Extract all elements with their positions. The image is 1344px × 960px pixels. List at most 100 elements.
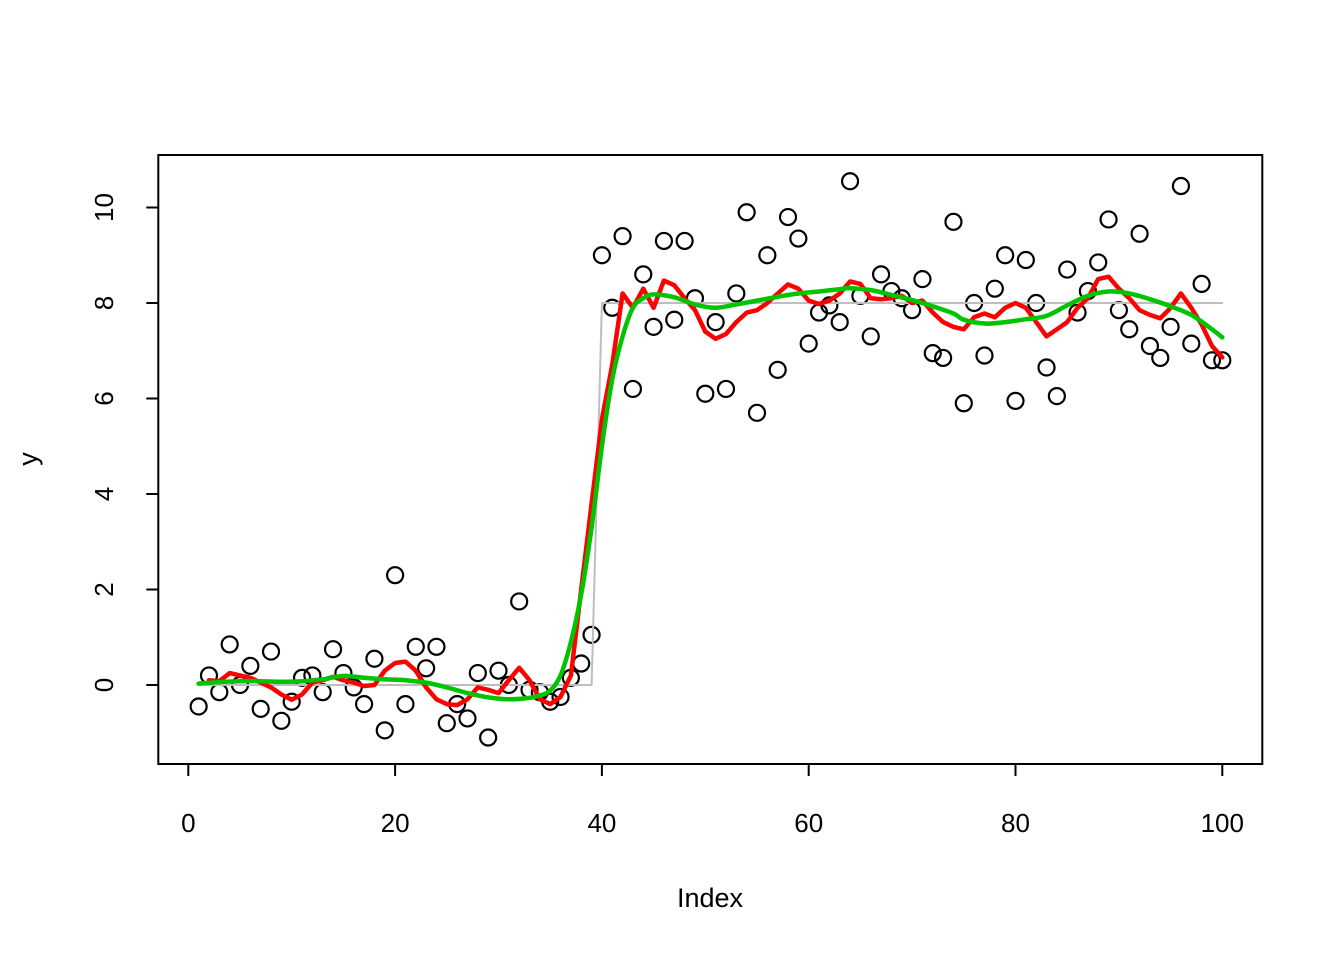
scatter-point bbox=[861, 327, 880, 346]
scatter-point bbox=[840, 172, 860, 191]
scatter-point bbox=[437, 714, 456, 733]
scatter-point bbox=[716, 379, 736, 399]
y-tick-label: 8 bbox=[89, 296, 119, 310]
scatter-point bbox=[768, 360, 787, 379]
scatter-point bbox=[1192, 274, 1211, 293]
scatter-point bbox=[1037, 358, 1056, 377]
scatter-point bbox=[592, 246, 612, 265]
scatter-point bbox=[365, 649, 384, 668]
scatter-point bbox=[975, 346, 994, 365]
scatter-point bbox=[189, 697, 208, 716]
scatter-point bbox=[727, 284, 746, 303]
plot-border-box bbox=[157, 154, 1264, 765]
scatter-point bbox=[582, 625, 601, 644]
x-tick-label: 0 bbox=[181, 808, 195, 838]
scatter-point bbox=[241, 656, 260, 676]
scatter-point bbox=[458, 709, 477, 728]
scatter-point bbox=[551, 687, 570, 707]
y-tick-label: 0 bbox=[89, 678, 119, 692]
scatter-point bbox=[479, 728, 498, 747]
scatter-point bbox=[985, 279, 1004, 298]
scatter-point bbox=[923, 344, 942, 363]
scatter-point bbox=[468, 663, 487, 683]
scatter-point bbox=[572, 654, 591, 673]
scatter-point bbox=[706, 313, 725, 332]
scatter-point bbox=[778, 207, 798, 227]
scatter-point bbox=[354, 694, 374, 714]
scatter-point bbox=[323, 640, 343, 659]
scatter-point bbox=[747, 403, 767, 422]
x-tick-label: 80 bbox=[1001, 808, 1030, 838]
running-mean-line bbox=[206, 274, 1225, 708]
scatter-point bbox=[1120, 320, 1139, 339]
scatter-point bbox=[665, 310, 684, 329]
scatter-point bbox=[210, 683, 229, 702]
scatter-point bbox=[996, 246, 1015, 265]
scatter-point bbox=[1068, 303, 1087, 322]
scatter-point bbox=[634, 265, 653, 284]
scatter-point bbox=[789, 229, 808, 248]
x-tick-label: 20 bbox=[381, 808, 410, 838]
scatter-point bbox=[1151, 348, 1170, 368]
x-tick-label: 60 bbox=[794, 808, 823, 838]
scatter-point bbox=[510, 592, 529, 611]
y-axis-title: y bbox=[13, 452, 43, 466]
scatter-point bbox=[417, 659, 436, 678]
scatter-point bbox=[758, 246, 777, 265]
scatter-point bbox=[913, 270, 932, 289]
scatter-point bbox=[1047, 387, 1066, 406]
x-tick-label: 100 bbox=[1201, 808, 1244, 838]
scatter-point bbox=[1109, 301, 1129, 320]
scatter-point bbox=[406, 637, 425, 656]
scatter-point bbox=[1058, 260, 1077, 279]
scatter-point bbox=[623, 379, 643, 399]
scatter-point bbox=[1016, 250, 1035, 270]
scatter-point bbox=[613, 227, 632, 246]
y-tick-label: 10 bbox=[89, 193, 119, 222]
scatter-point bbox=[944, 212, 963, 231]
scatter-point bbox=[1089, 253, 1108, 272]
scatter-point bbox=[1182, 334, 1201, 353]
scatter-point bbox=[1161, 317, 1180, 336]
scatter-point bbox=[954, 394, 973, 413]
scatter-point bbox=[737, 203, 756, 222]
x-tick-label: 40 bbox=[587, 808, 616, 838]
scatter-point bbox=[934, 348, 953, 368]
scatter-point bbox=[799, 334, 818, 353]
scatter-point bbox=[696, 384, 715, 403]
y-tick-label: 6 bbox=[89, 391, 119, 405]
scatter-point bbox=[654, 231, 674, 251]
scatter-point bbox=[386, 566, 405, 585]
scatter-point bbox=[1140, 336, 1160, 356]
scatter-point bbox=[396, 694, 415, 714]
scatter-point bbox=[644, 317, 663, 336]
scatter-point bbox=[375, 721, 394, 740]
scatter-point bbox=[220, 635, 239, 654]
x-axis: 0 20 40 60 80 100 bbox=[181, 764, 1244, 838]
scatter-point bbox=[427, 637, 446, 656]
scatter-point bbox=[261, 642, 281, 661]
scatter-point bbox=[251, 699, 270, 718]
y-tick-label: 2 bbox=[89, 582, 119, 596]
scatter-point bbox=[1099, 210, 1118, 229]
scatter-point bbox=[830, 313, 849, 332]
scatter-point bbox=[282, 692, 301, 711]
y-tick-label: 4 bbox=[89, 487, 119, 501]
scatter-point bbox=[871, 265, 891, 284]
scatter-point bbox=[1130, 224, 1149, 243]
scatter-point bbox=[1213, 351, 1232, 370]
kernel-smooth-line bbox=[196, 285, 1225, 702]
scatter-points bbox=[189, 172, 1232, 747]
scatter-point bbox=[675, 231, 694, 251]
x-axis-title: Index bbox=[677, 883, 744, 913]
scatter-point bbox=[489, 661, 508, 680]
smoother-lines bbox=[196, 274, 1225, 708]
scatter-point bbox=[313, 683, 332, 702]
true-step-line bbox=[197, 302, 1224, 686]
y-axis: 0 2 4 6 8 10 bbox=[89, 193, 159, 692]
scatter-point bbox=[272, 711, 291, 730]
scatter-point bbox=[1202, 351, 1222, 370]
scatter-point bbox=[1006, 391, 1025, 410]
